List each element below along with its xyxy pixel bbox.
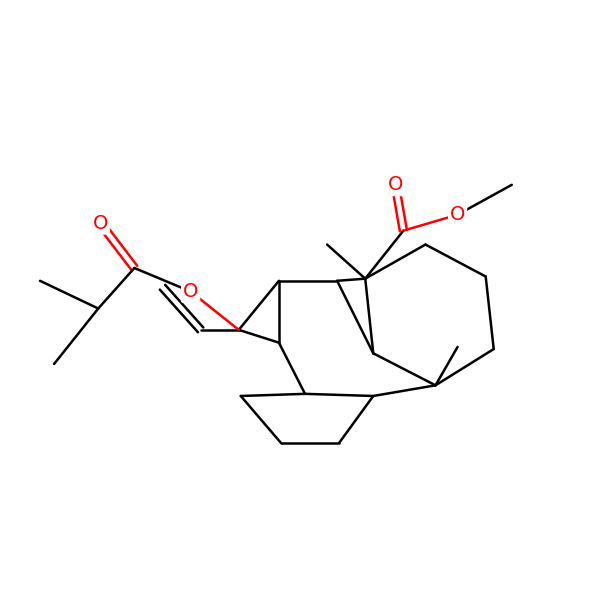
Text: O: O xyxy=(183,282,198,301)
Text: O: O xyxy=(450,205,465,224)
Text: O: O xyxy=(388,175,403,194)
Text: O: O xyxy=(92,214,108,233)
